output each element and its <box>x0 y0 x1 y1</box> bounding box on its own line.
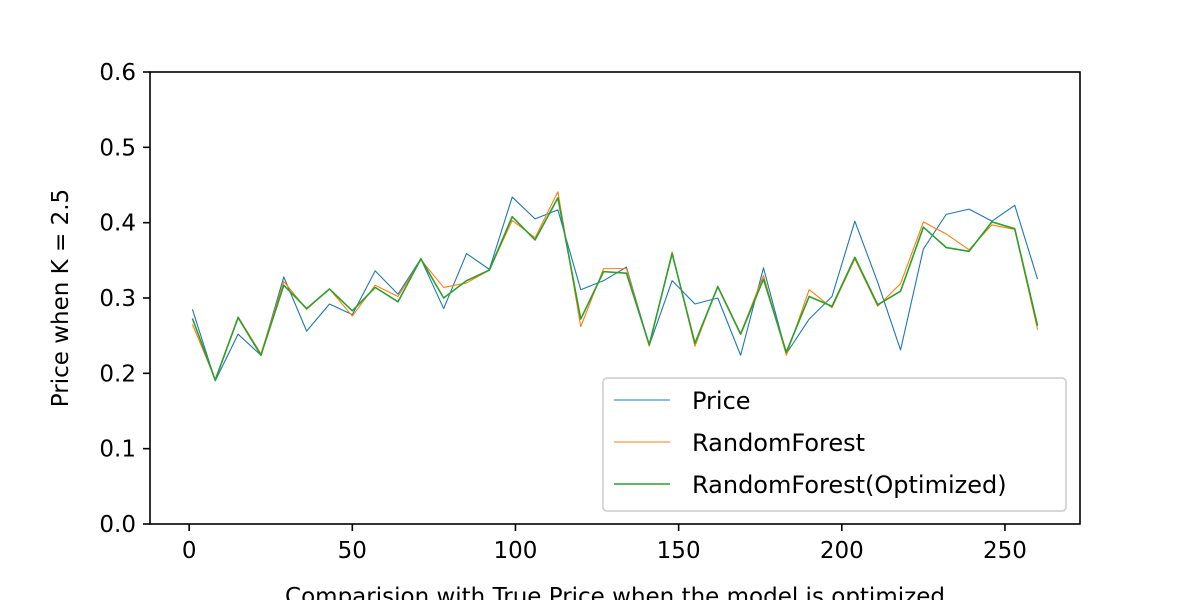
x-tick-label: 100 <box>494 538 538 564</box>
x-axis-label: Comparision with True Price when the mod… <box>285 584 945 600</box>
y-tick-label: 0.4 <box>99 211 136 237</box>
legend: Price RandomForest RandomForest(Optimized) <box>602 377 1067 512</box>
series-line-2 <box>191 197 1039 381</box>
y-tick-label: 0.6 <box>99 60 136 86</box>
y-tick-label: 0.1 <box>99 437 136 463</box>
x-tick-label: 200 <box>820 538 864 564</box>
y-tick-label: 0.5 <box>99 135 136 161</box>
legend-label-0: Price <box>692 387 751 415</box>
x-tick-label: 50 <box>338 538 367 564</box>
x-tick-label: 150 <box>657 538 701 564</box>
legend-label-2: RandomForest(Optimized) <box>692 471 1007 499</box>
legend-label-1: RandomForest <box>692 429 865 457</box>
x-tick-label: 250 <box>983 538 1027 564</box>
y-tick-label: 0.0 <box>99 512 136 538</box>
series-line-0 <box>191 196 1039 382</box>
y-tick-label: 0.3 <box>99 286 136 312</box>
y-axis-label: Price when K = 2.5 <box>48 189 74 407</box>
ticks-layer: 0 50 100 150 200 250 0.0 0.1 0.2 0.3 0.4 0.5 0.6 <box>99 60 1026 564</box>
legend-box <box>602 377 1067 512</box>
series-layer <box>191 191 1039 382</box>
y-tick-label: 0.2 <box>99 361 136 387</box>
x-tick-label: 0 <box>182 538 197 564</box>
